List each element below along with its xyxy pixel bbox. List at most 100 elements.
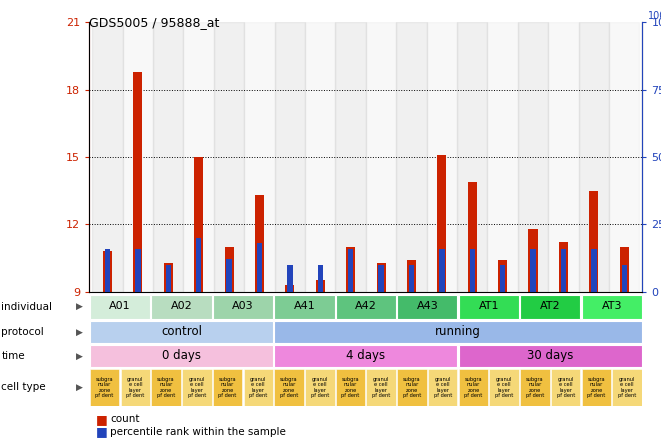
Text: ▶: ▶ [76,302,83,311]
Bar [520,369,550,405]
Bar [286,285,294,292]
Bar [90,321,273,343]
Bar [612,369,642,405]
Bar [104,249,110,292]
Bar [396,22,426,292]
Bar [407,260,416,292]
Text: protocol: protocol [1,327,44,337]
Bar [135,249,141,292]
Bar [590,190,598,292]
Text: subgra
nular
zone
pf dent: subgra nular zone pf dent [525,377,544,398]
Bar [500,265,506,292]
Bar [151,369,181,405]
Text: ■: ■ [96,425,108,438]
Text: granul
e cell
layer
pf dent: granul e cell layer pf dent [557,377,575,398]
Bar [346,247,355,292]
Text: A01: A01 [109,301,131,311]
Text: 100%: 100% [648,11,661,21]
Bar [336,22,366,292]
Bar [377,262,385,292]
Text: subgra
nular
zone
pf dent: subgra nular zone pf dent [280,377,298,398]
Bar [378,265,384,292]
Bar [90,295,150,319]
Text: 30 days: 30 days [527,349,574,362]
Text: granul
e cell
layer
pf dent: granul e cell layer pf dent [495,377,514,398]
Text: granul
e cell
layer
pf dent: granul e cell layer pf dent [434,377,452,398]
Bar [498,260,507,292]
Text: subgra
nular
zone
pf dent: subgra nular zone pf dent [157,377,175,398]
Bar [487,22,518,292]
Text: A02: A02 [171,301,192,311]
Bar [123,22,153,292]
Bar [226,259,232,292]
Text: 0 days: 0 days [162,349,201,362]
Bar [245,22,275,292]
Bar [214,22,245,292]
Bar [90,345,273,367]
Bar [548,22,578,292]
Bar [578,22,609,292]
Bar [520,295,580,319]
Bar [468,182,477,292]
Bar [366,369,396,405]
Text: granul
e cell
layer
pf dent: granul e cell layer pf dent [618,377,637,398]
Bar [256,243,262,292]
Bar [489,369,519,405]
Bar [530,249,536,292]
Text: AT3: AT3 [602,301,622,311]
Bar [469,249,475,292]
Text: AT1: AT1 [479,301,499,311]
Bar [518,22,548,292]
Text: GDS5005 / 95888_at: GDS5005 / 95888_at [89,16,219,28]
Bar [287,265,293,292]
Bar [225,247,233,292]
Bar [213,369,243,405]
Bar [397,369,427,405]
Text: subgra
nular
zone
pf dent: subgra nular zone pf dent [403,377,421,398]
Text: granul
e cell
layer
pf dent: granul e cell layer pf dent [372,377,391,398]
Bar [182,369,212,405]
Bar [151,295,212,319]
Bar [305,369,334,405]
Text: subgra
nular
zone
pf dent: subgra nular zone pf dent [341,377,360,398]
Text: subgra
nular
zone
pf dent: subgra nular zone pf dent [464,377,483,398]
Bar [316,281,325,292]
Text: individual: individual [1,302,52,312]
Bar [426,22,457,292]
Bar [164,262,173,292]
Text: A41: A41 [293,301,315,311]
Text: running: running [435,325,481,338]
Bar [336,295,396,319]
Bar [120,369,150,405]
Bar [90,369,120,405]
Text: granul
e cell
layer
pf dent: granul e cell layer pf dent [188,377,206,398]
Bar [459,295,519,319]
Text: time: time [1,351,25,361]
Bar [274,369,304,405]
Bar [184,22,214,292]
Text: 4 days: 4 days [346,349,385,362]
Text: subgra
nular
zone
pf dent: subgra nular zone pf dent [218,377,237,398]
Text: A43: A43 [416,301,438,311]
Bar [551,369,580,405]
Bar [457,22,487,292]
Bar [255,195,264,292]
Bar [348,249,354,292]
Bar [336,369,366,405]
Bar [243,369,273,405]
Text: subgra
nular
zone
pf dent: subgra nular zone pf dent [587,377,605,398]
Text: granul
e cell
layer
pf dent: granul e cell layer pf dent [126,377,145,398]
Bar [428,369,457,405]
Bar [274,321,642,343]
Bar [438,155,446,292]
Text: A03: A03 [232,301,254,311]
Bar [93,22,123,292]
Bar [134,71,142,292]
Text: ▶: ▶ [76,352,83,361]
Bar [275,22,305,292]
Bar [459,345,642,367]
Text: granul
e cell
layer
pf dent: granul e cell layer pf dent [249,377,268,398]
Bar [609,22,639,292]
Bar [274,295,334,319]
Text: subgra
nular
zone
pf dent: subgra nular zone pf dent [95,377,114,398]
